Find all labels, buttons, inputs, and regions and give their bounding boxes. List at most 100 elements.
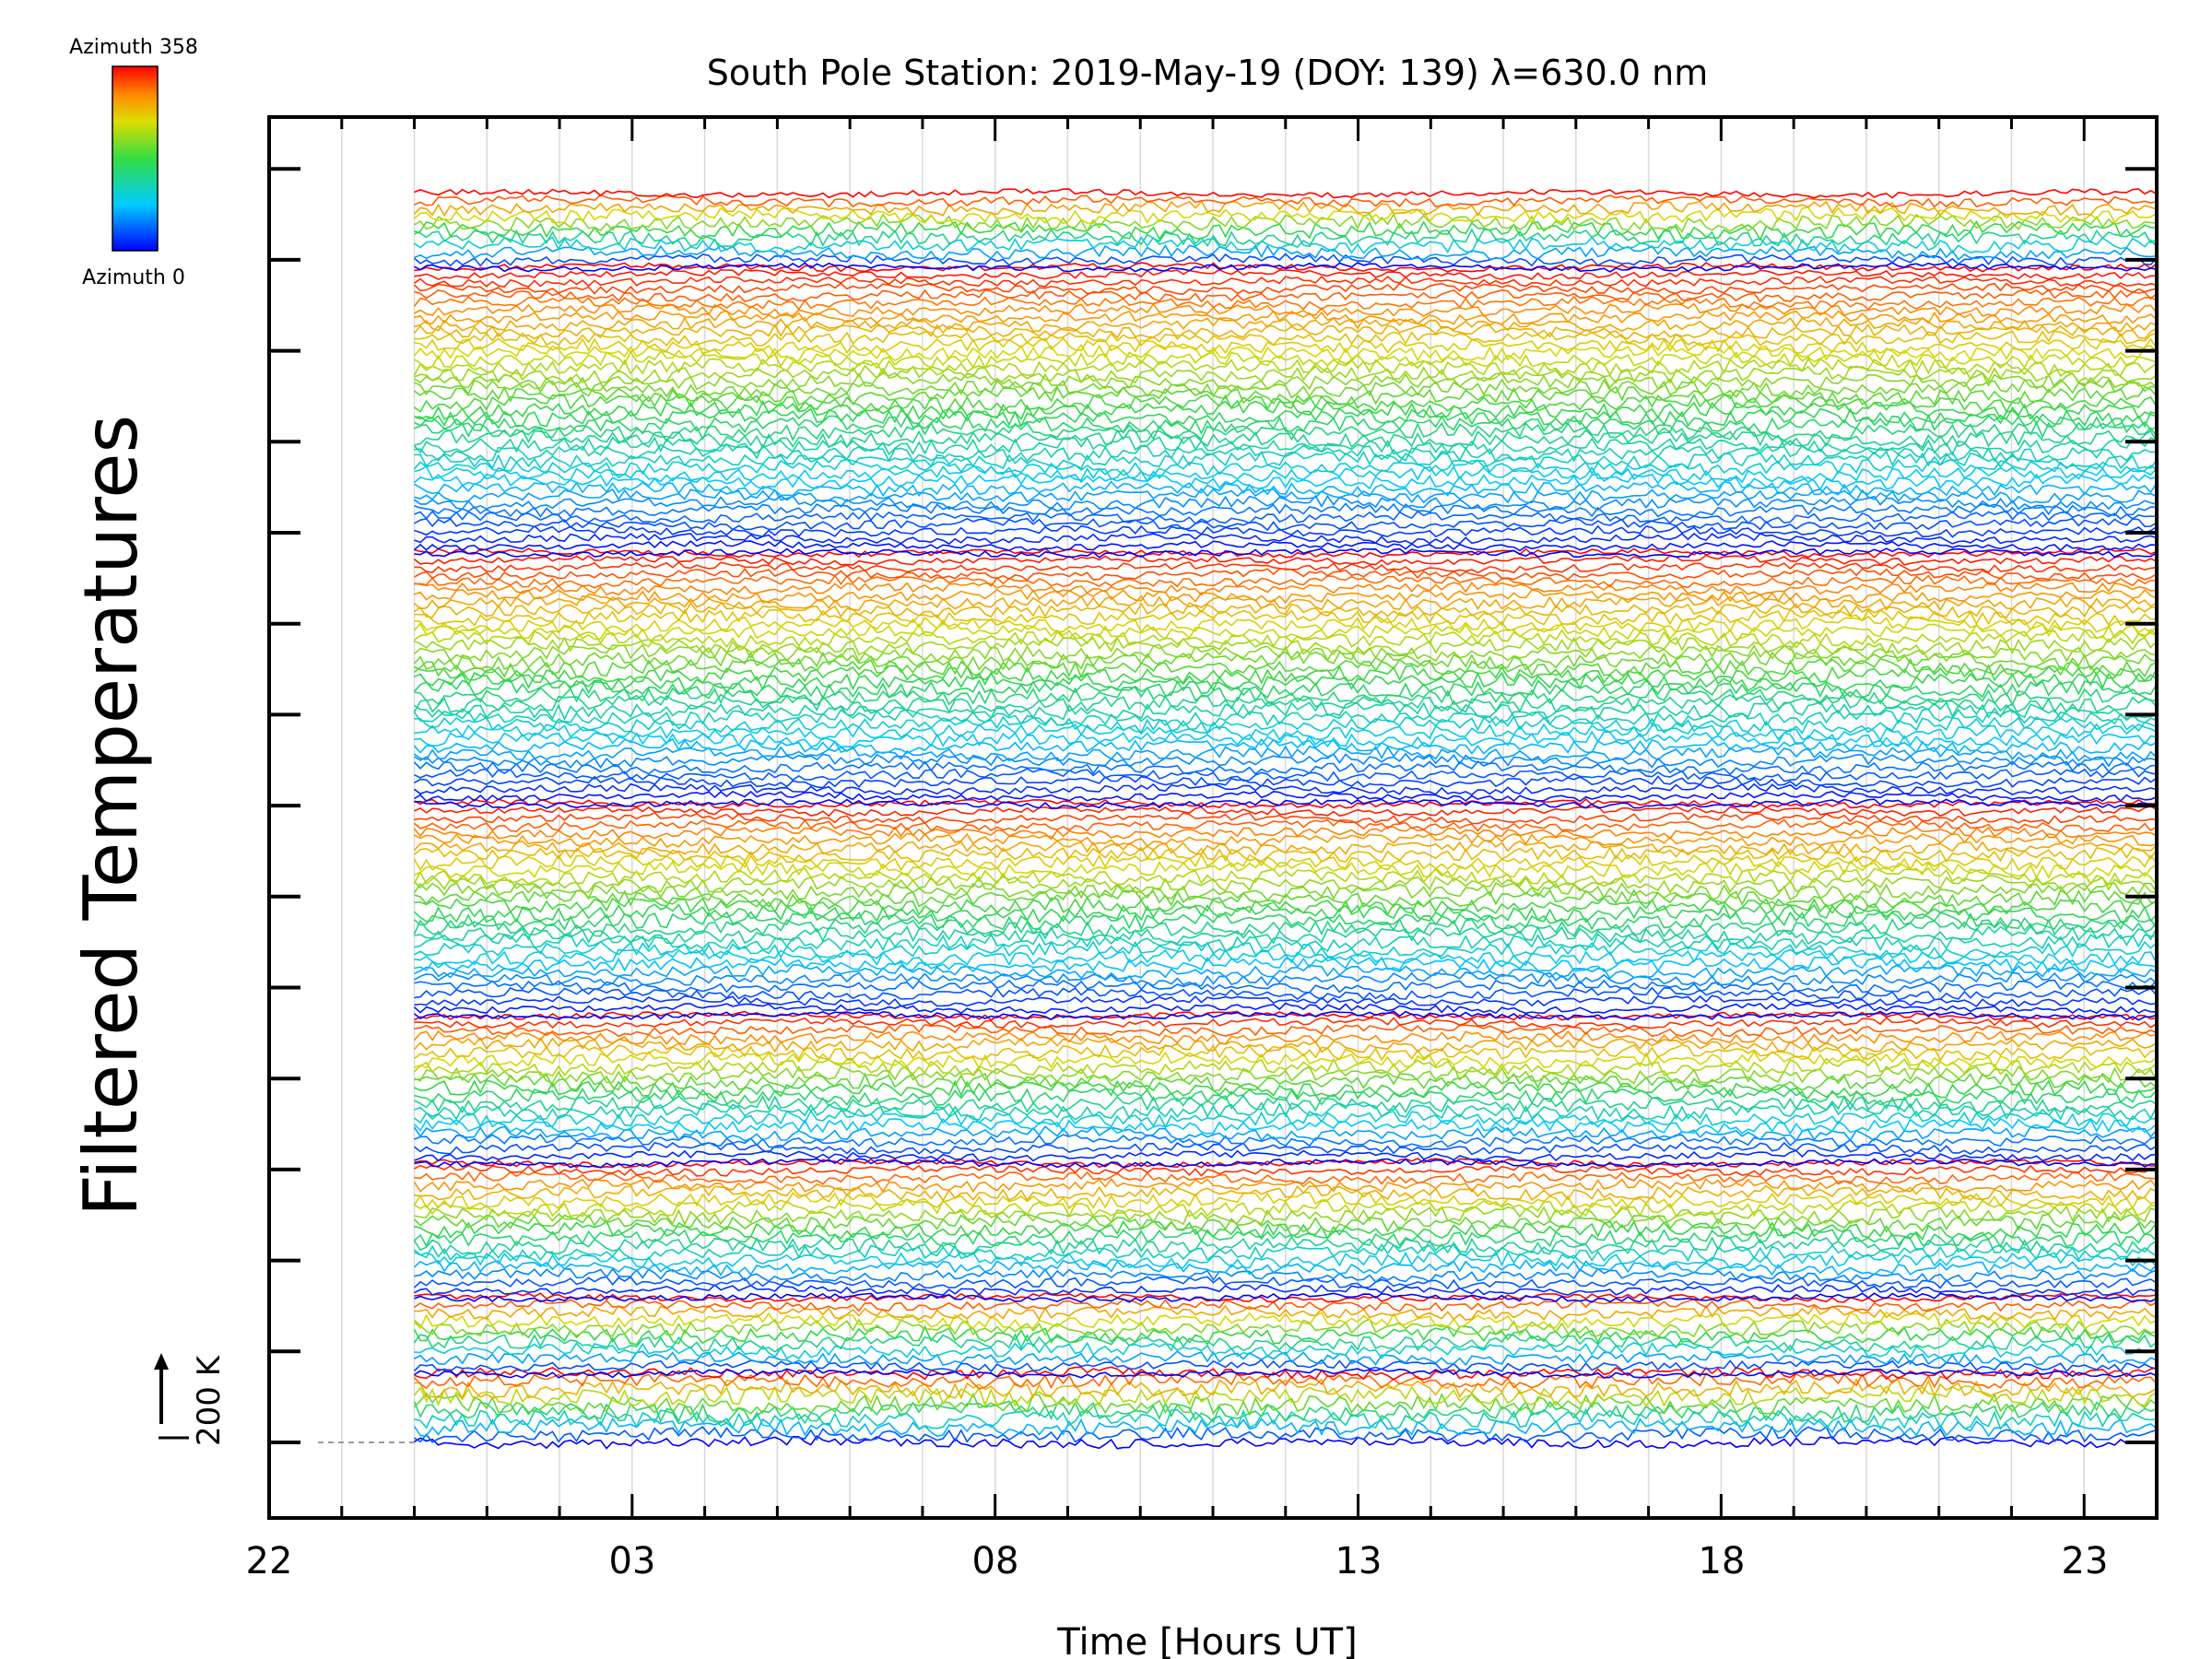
trace-line xyxy=(413,825,2158,841)
trace-line xyxy=(413,1030,2158,1046)
x-tick-label-0: 22 xyxy=(246,1540,293,1583)
trace-line xyxy=(413,840,2158,856)
trace-line xyxy=(413,357,2158,377)
legend-top-label: Azimuth 358 xyxy=(69,36,198,59)
axis-ticks xyxy=(267,117,2159,1518)
trace-line xyxy=(414,932,2158,953)
trace-line xyxy=(413,1259,2158,1277)
trace-line xyxy=(414,268,2157,280)
trace-line xyxy=(414,1425,2158,1443)
trace-line xyxy=(413,1359,2158,1373)
trace-line xyxy=(414,194,2158,208)
trace-line xyxy=(413,324,2158,340)
trace-line xyxy=(413,657,2158,679)
trace-line xyxy=(414,228,2158,248)
trace-line xyxy=(413,1191,2158,1210)
trace-line xyxy=(413,867,2158,887)
trace-line xyxy=(414,805,2158,818)
trace-line xyxy=(414,700,2158,722)
trace-line xyxy=(414,1023,2158,1038)
trace-line xyxy=(414,220,2158,241)
scale-bar: 200 K xyxy=(154,1353,228,1446)
trace-line xyxy=(413,1276,2158,1290)
chart-title: South Pole Station: 2019-May-19 (DOY: 13… xyxy=(707,53,1708,93)
trace-line xyxy=(414,798,2158,809)
trace-line xyxy=(414,588,2158,604)
trace-line xyxy=(413,1242,2158,1263)
trace-line xyxy=(414,524,2158,538)
trace-line xyxy=(414,956,2158,974)
trace-line xyxy=(413,1318,2158,1338)
trace-line xyxy=(413,1311,2158,1330)
trace-line xyxy=(414,414,2158,435)
trace-line xyxy=(414,1065,2158,1085)
x-tick-label-5: 23 xyxy=(2062,1540,2109,1583)
trace-line xyxy=(414,420,2158,441)
trace-line xyxy=(413,1384,2158,1407)
trace-line xyxy=(413,1324,2158,1347)
trace-line xyxy=(414,940,2158,959)
trace-line xyxy=(413,1371,2158,1390)
trace-line xyxy=(414,1368,2158,1379)
trace-line xyxy=(414,399,2158,421)
trace-line xyxy=(413,206,2158,225)
trace-line xyxy=(414,1341,2158,1360)
y-axis-label-clipped: g g xyxy=(0,615,1,732)
trace-line xyxy=(414,385,2158,406)
trace-line xyxy=(413,594,2158,611)
trace-line xyxy=(414,488,2158,504)
trace-line xyxy=(414,1079,2158,1100)
trace-line xyxy=(414,1010,2158,1021)
x-tick-label-2: 08 xyxy=(972,1540,1019,1583)
trace-line xyxy=(413,760,2158,776)
trace-line xyxy=(414,1043,2158,1062)
trace-line xyxy=(414,480,2158,498)
trace-line xyxy=(413,1333,2158,1353)
trace-line xyxy=(414,371,2158,392)
trace-line xyxy=(413,282,2158,295)
trace-line xyxy=(414,288,2158,303)
trace-line xyxy=(414,601,2158,619)
trace-line xyxy=(413,917,2158,938)
scale-bar-label: 200 K xyxy=(191,1354,228,1446)
trace-line xyxy=(414,1350,2158,1367)
trace-line xyxy=(414,1158,2158,1169)
trace-line xyxy=(414,1366,2158,1381)
trace-line xyxy=(414,1184,2158,1203)
trace-line xyxy=(414,276,2158,288)
trace-line xyxy=(413,253,2158,267)
trace-line xyxy=(414,1149,2158,1162)
trace-line xyxy=(414,715,2158,735)
trace-line xyxy=(414,971,2158,987)
trace-line xyxy=(414,745,2158,762)
trace-line xyxy=(414,1284,2158,1297)
trace-line xyxy=(414,561,2158,574)
trace-line xyxy=(414,1198,2158,1218)
trace-line xyxy=(414,330,2158,347)
trace-line xyxy=(414,1010,2158,1021)
trace-line xyxy=(413,554,2158,566)
trace-line xyxy=(414,262,2158,273)
x-tick-label-1: 03 xyxy=(609,1540,656,1583)
trace-line xyxy=(413,1117,2158,1135)
trace-line xyxy=(414,782,2158,796)
trace-line xyxy=(413,1228,2158,1249)
trace-line xyxy=(413,1235,2158,1255)
trace-line xyxy=(414,832,2158,849)
data-traces xyxy=(413,188,2158,1450)
trace-line xyxy=(413,875,2158,894)
trace-line xyxy=(414,986,2158,1001)
trace-line xyxy=(413,1177,2158,1194)
trace-line xyxy=(414,517,2158,532)
trace-line xyxy=(414,510,2158,525)
trace-line xyxy=(414,994,2158,1008)
trace-line xyxy=(414,1205,2158,1227)
trace-line xyxy=(413,1036,2158,1053)
trace-line xyxy=(413,911,2158,932)
trace-line xyxy=(414,1109,2158,1129)
trace-line xyxy=(414,494,2158,512)
trace-line xyxy=(413,737,2158,755)
trace-line xyxy=(413,458,2158,477)
trace-line xyxy=(413,1002,2158,1015)
trace-line xyxy=(414,547,2158,559)
